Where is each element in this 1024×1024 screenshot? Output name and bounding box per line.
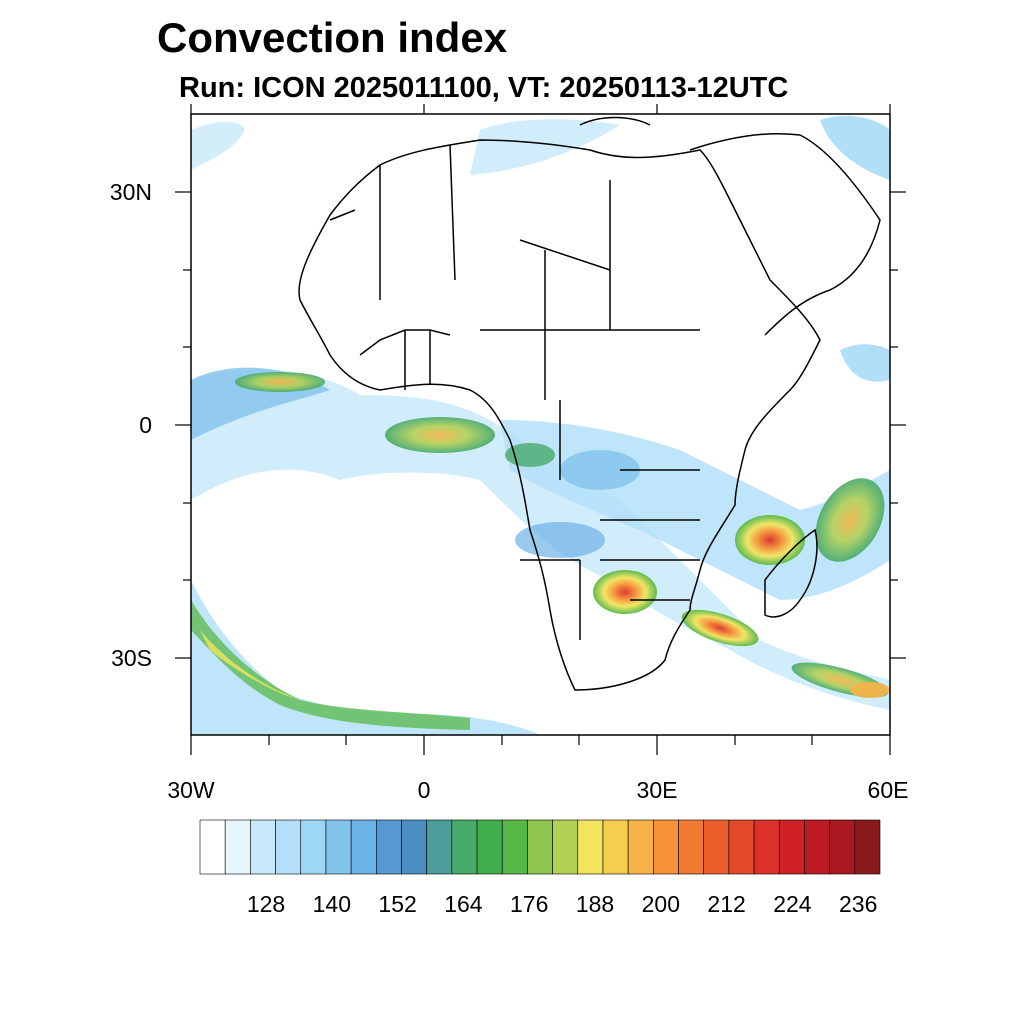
coastlines	[298, 116, 881, 691]
colorbar-labels: 128 140 152 164 176 188 200 212 224 236	[247, 891, 878, 917]
colorbar-box	[602, 819, 629, 875]
lon-label-30w: 30W	[167, 777, 215, 803]
colorbar-label: 128	[247, 891, 285, 917]
colorbar-box	[527, 819, 553, 875]
axis-ticks	[175, 104, 906, 755]
colorbar-box	[451, 819, 478, 875]
colorbar-box	[703, 819, 730, 875]
lat-label-30s: 30S	[111, 645, 152, 671]
colorbar-box	[375, 819, 402, 875]
chart-subtitle: Run: ICON 2025011100, VT: 20250113-12UTC	[179, 72, 789, 104]
colorbar-box	[350, 819, 377, 875]
colorbar-label: 212	[707, 891, 745, 917]
colorbar-box	[275, 819, 302, 875]
colorbar-box	[552, 819, 579, 875]
colorbar-box	[653, 819, 679, 875]
colorbar-box	[401, 819, 427, 875]
colorbar-box	[778, 819, 805, 875]
lat-label-30n: 30N	[110, 179, 152, 205]
colorbar-box	[300, 819, 327, 875]
colorbar-box	[829, 819, 856, 875]
colorbar	[199, 819, 881, 875]
colorbar-box	[577, 819, 604, 875]
colorbar-label: 152	[378, 891, 416, 917]
lon-label-60e: 60E	[868, 777, 909, 803]
colorbar-label: 224	[773, 891, 812, 917]
colorbar-box	[728, 819, 755, 875]
colorbar-box	[804, 819, 830, 875]
colorbar-box	[476, 819, 503, 875]
lon-label-0: 0	[418, 777, 431, 803]
lat-label-0: 0	[139, 412, 152, 438]
colorbar-box	[426, 819, 453, 875]
colorbar-box	[678, 819, 705, 875]
colorbar-label: 200	[642, 891, 680, 917]
colorbar-label: 188	[576, 891, 614, 917]
lon-label-30e: 30E	[637, 777, 678, 803]
colorbar-box	[627, 819, 654, 875]
colorbar-box	[199, 819, 226, 875]
colorbar-box	[501, 819, 528, 875]
colorbar-label: 140	[313, 891, 351, 917]
colorbar-box	[250, 819, 276, 875]
colorbar-box	[224, 819, 251, 875]
colorbar-box	[325, 819, 352, 875]
colorbar-label: 164	[444, 891, 483, 917]
colorbar-box	[854, 819, 881, 875]
chart-title: Convection index	[157, 14, 508, 61]
colorbar-label: 236	[839, 891, 877, 917]
colorbar-label: 176	[510, 891, 548, 917]
colorbar-box	[753, 819, 780, 875]
convection-field	[191, 115, 890, 735]
